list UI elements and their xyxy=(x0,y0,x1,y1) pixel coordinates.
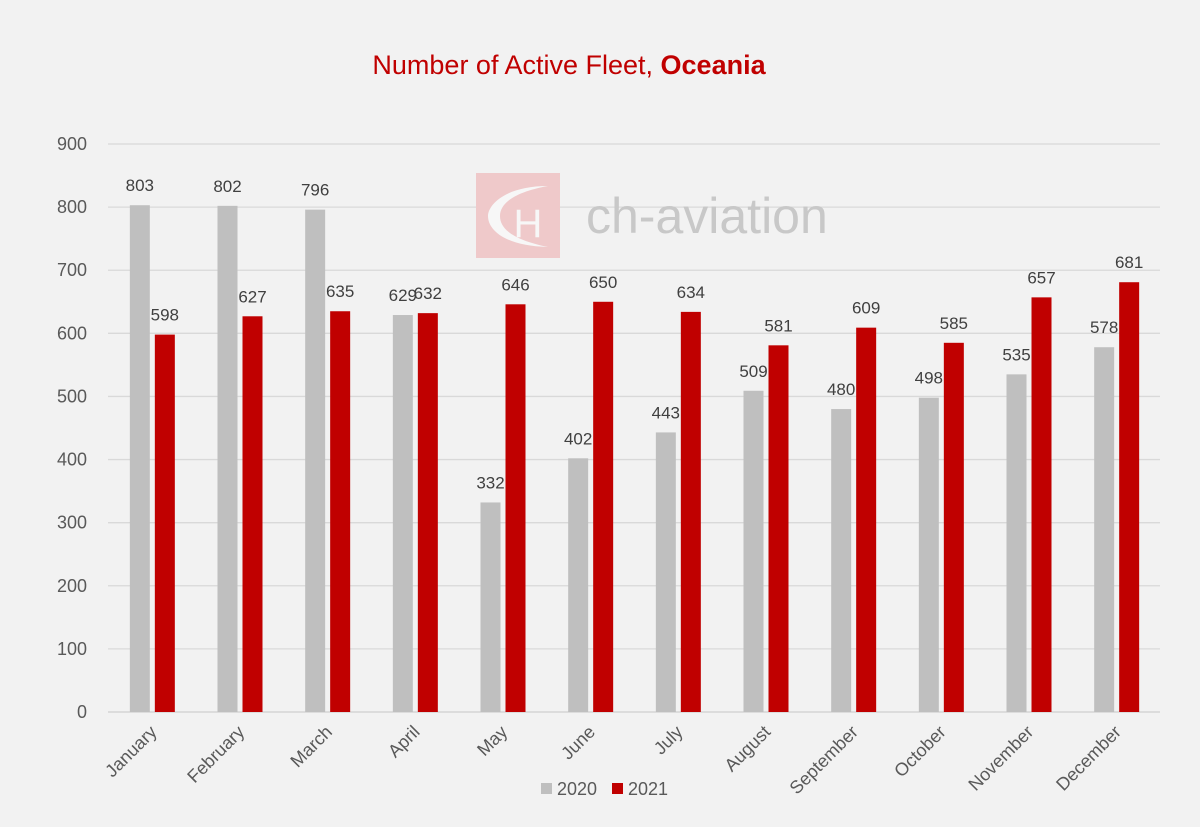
bar-2020-june xyxy=(568,458,589,712)
bar-2020-february xyxy=(217,205,238,713)
legend-swatch-2020 xyxy=(541,783,552,794)
bar-2020-july xyxy=(655,432,676,712)
x-tick-label: June xyxy=(557,722,599,764)
y-tick-label: 600 xyxy=(57,323,87,343)
data-label: 509 xyxy=(739,362,767,381)
bar-2021-november xyxy=(1031,297,1052,712)
x-tick-label: March xyxy=(286,722,336,772)
y-axis-labels: 0 100 200 300 400 500 600 700 800 900 xyxy=(57,134,87,722)
watermark-logo: H ch-aviation xyxy=(476,173,828,258)
bar-2020-october xyxy=(918,397,939,712)
data-label: 627 xyxy=(238,287,266,306)
bar-2021-march xyxy=(330,311,351,712)
y-tick-label: 900 xyxy=(57,134,87,154)
data-label: 657 xyxy=(1027,268,1055,287)
x-tick-label: July xyxy=(650,722,687,759)
x-tick-label: February xyxy=(183,722,248,787)
x-tick-label: September xyxy=(786,722,862,798)
data-label: 646 xyxy=(501,275,529,294)
x-tick-label: April xyxy=(384,722,424,762)
y-tick-label: 800 xyxy=(57,197,87,217)
bar-2021-april xyxy=(417,313,438,712)
y-tick-label: 400 xyxy=(57,450,87,470)
bar-2021-january xyxy=(154,334,175,712)
x-tick-label: October xyxy=(890,722,949,781)
bar-2020-november xyxy=(1006,374,1027,712)
bar-2020-may xyxy=(480,502,501,712)
data-label: 802 xyxy=(213,177,241,196)
logo-letter-h: H xyxy=(514,202,543,246)
bar-2021-february xyxy=(242,316,263,712)
data-label: 535 xyxy=(1002,345,1030,364)
data-label: 402 xyxy=(564,429,592,448)
bar-2020-september xyxy=(831,409,852,712)
data-label: 598 xyxy=(151,306,179,325)
x-tick-label: August xyxy=(721,722,775,776)
data-label: 498 xyxy=(915,369,943,388)
y-tick-label: 700 xyxy=(57,260,87,280)
x-tick-label: December xyxy=(1052,722,1125,795)
data-label: 443 xyxy=(652,403,680,422)
legend-swatch-2021 xyxy=(612,783,623,794)
data-label: 629 xyxy=(389,286,417,305)
data-label: 803 xyxy=(126,176,154,195)
x-tick-label: January xyxy=(101,722,160,781)
bar-2021-september xyxy=(856,327,877,712)
y-tick-label: 0 xyxy=(77,702,87,722)
data-label: 585 xyxy=(940,314,968,333)
gridlines xyxy=(108,143,1160,713)
data-label: 632 xyxy=(414,284,442,303)
bar-2021-june xyxy=(593,301,614,712)
x-tick-label: May xyxy=(473,722,511,760)
y-tick-label: 100 xyxy=(57,639,87,659)
y-tick-label: 500 xyxy=(57,386,87,406)
bar-2020-april xyxy=(392,315,413,712)
logo-crescent-icon xyxy=(488,186,548,247)
data-label: 332 xyxy=(476,473,504,492)
bar-2021-august xyxy=(768,345,789,712)
legend-label: 2021 xyxy=(628,779,668,799)
y-tick-label: 300 xyxy=(57,513,87,533)
watermark-text: ch-aviation xyxy=(586,188,828,244)
x-tick-label: November xyxy=(964,722,1037,795)
y-tick-label: 200 xyxy=(57,576,87,596)
bar-2021-december xyxy=(1119,282,1140,712)
bar-2020-december xyxy=(1094,347,1115,712)
data-label: 635 xyxy=(326,282,354,301)
data-label: 681 xyxy=(1115,253,1143,272)
bar-2021-may xyxy=(505,304,526,712)
bar-2020-march xyxy=(305,209,326,712)
legend-label: 2020 xyxy=(557,779,597,799)
chart-title: Number of Active Fleet, Oceania xyxy=(372,50,766,80)
data-label: 650 xyxy=(589,273,617,292)
bar-2021-july xyxy=(680,311,701,712)
bar-2020-august xyxy=(743,390,764,712)
data-label: 634 xyxy=(677,283,705,302)
legend: 2020 2021 xyxy=(541,779,668,799)
bars xyxy=(129,205,1140,713)
bar-2020-january xyxy=(129,205,150,712)
data-label: 609 xyxy=(852,299,880,318)
data-label: 578 xyxy=(1090,318,1118,337)
data-label: 480 xyxy=(827,380,855,399)
bar-2021-october xyxy=(943,342,964,712)
data-label: 796 xyxy=(301,181,329,200)
data-label: 581 xyxy=(764,316,792,335)
